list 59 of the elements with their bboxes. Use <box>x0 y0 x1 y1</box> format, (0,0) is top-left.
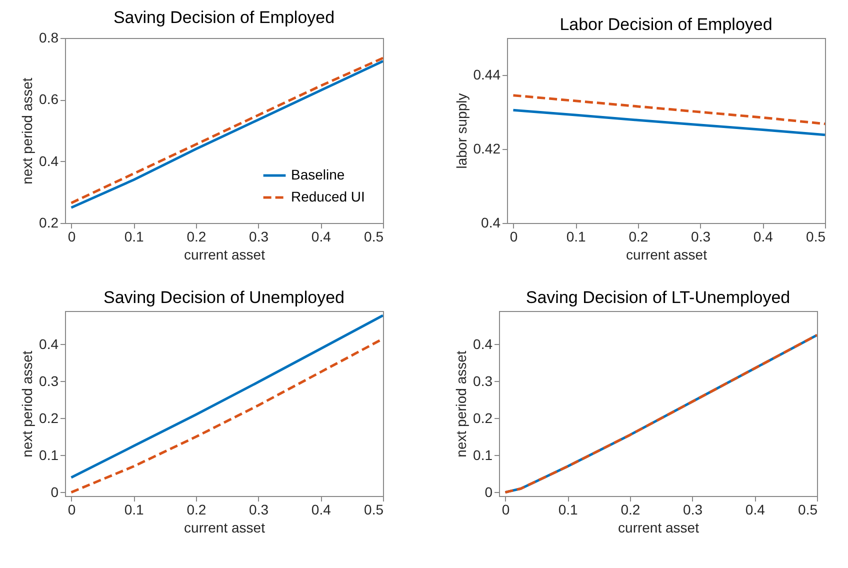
x-tick-label: 0.4 <box>311 502 332 518</box>
x-tick-label: 0.1 <box>124 228 144 244</box>
legend-label: Baseline <box>291 166 345 182</box>
line-series <box>70 338 383 494</box>
y-axis-title: next period asset <box>453 350 470 458</box>
x-tick-label: 0.3 <box>683 502 703 518</box>
y-tick-label: 0.1 <box>39 446 59 463</box>
y-tick-label: 0.3 <box>473 372 493 389</box>
x-tick-label: 0.1 <box>558 502 578 518</box>
x-tick-label: 0.5 <box>806 228 826 244</box>
line-series <box>512 108 825 136</box>
y-tick-label: 0 <box>484 484 493 500</box>
x-tick-label: 0.4 <box>311 228 332 244</box>
x-tick-label: 0.5 <box>364 502 384 518</box>
y-tick-label: 0.4 <box>39 336 59 352</box>
x-tick-label: 0.1 <box>566 228 586 244</box>
line-series <box>504 334 817 494</box>
x-axis-title: current asset <box>184 520 266 536</box>
x-tick-label: 0.2 <box>620 502 640 518</box>
y-tick-label: 0.2 <box>473 410 493 426</box>
y-axis-title: next period asset <box>19 350 36 458</box>
x-axis-title: current asset <box>626 246 708 262</box>
line-series <box>512 94 825 126</box>
y-tick-label: 0.3 <box>39 372 59 389</box>
x-tick-label: 0.4 <box>753 228 774 244</box>
x-axis-title: current asset <box>184 246 266 262</box>
x-tick-label: 0.4 <box>745 502 766 518</box>
x-tick-label: 0.3 <box>249 228 269 244</box>
y-tick-label: 0.2 <box>39 214 59 230</box>
y-tick-label: 0.44 <box>473 66 501 82</box>
x-tick-label: 0.3 <box>249 502 269 518</box>
y-tick-label: 0.4 <box>473 336 493 352</box>
x-tick-label: 0.2 <box>628 228 648 244</box>
line-series <box>70 314 383 479</box>
y-tick-label: 0 <box>50 484 59 500</box>
y-tick-label: 0.1 <box>473 446 493 463</box>
x-tick-label: 0.2 <box>186 228 206 244</box>
x-tick-label: 0 <box>68 228 76 244</box>
x-axis-title: current asset <box>618 520 700 536</box>
legend-label: Reduced UI <box>291 188 365 204</box>
chart-title: Labor Decision of Employed <box>560 15 772 34</box>
y-tick-label: 0.42 <box>473 140 501 156</box>
x-tick-label: 0.5 <box>798 502 818 518</box>
y-tick-label: 0.2 <box>39 410 59 426</box>
y-axis-title: labor supply <box>453 93 470 169</box>
y-tick-label: 0.8 <box>39 30 59 46</box>
y-tick-label: 0.4 <box>39 152 59 169</box>
chart-title: Saving Decision of Employed <box>113 8 335 27</box>
y-axis-title: next period asset <box>19 78 36 184</box>
x-tick-label: 0.2 <box>186 502 206 518</box>
x-tick-label: 0 <box>68 502 76 518</box>
y-tick-label: 0.4 <box>481 214 501 230</box>
chart-title: Saving Decision of LT-Unemployed <box>526 288 790 307</box>
y-tick-label: 0.6 <box>39 91 59 108</box>
x-tick-label: 0.1 <box>124 502 144 518</box>
x-tick-label: 0 <box>510 228 518 244</box>
x-tick-label: 0.5 <box>364 228 384 244</box>
chart-title: Saving Decision of Unemployed <box>104 288 344 307</box>
x-tick-label: 0.3 <box>691 228 711 244</box>
